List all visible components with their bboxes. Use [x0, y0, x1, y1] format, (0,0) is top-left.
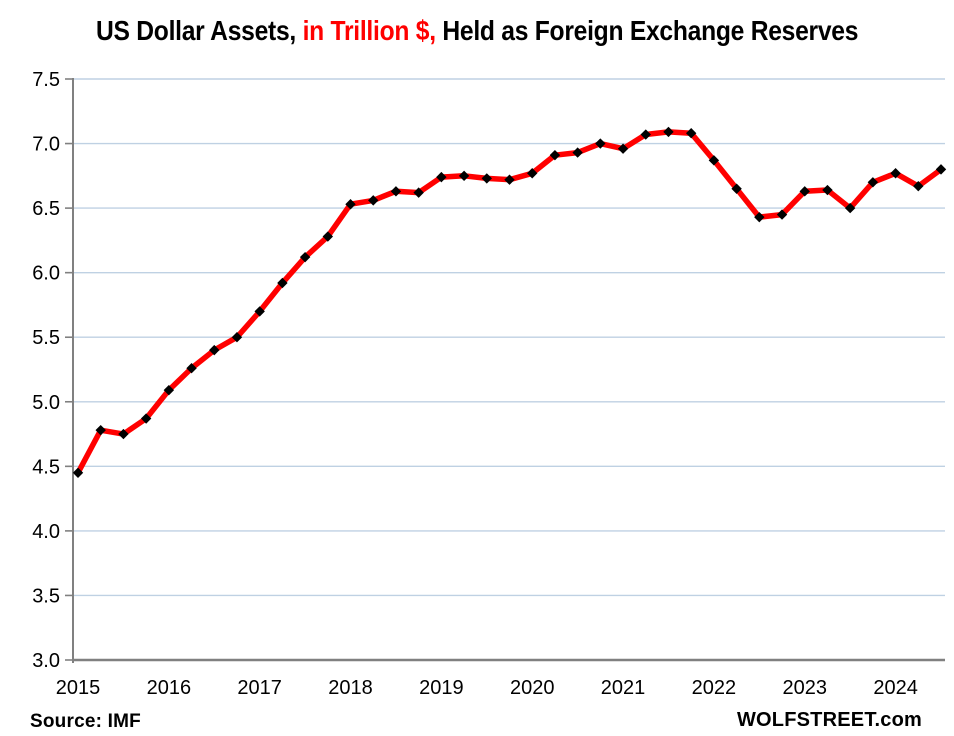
x-tick-label: 2015: [56, 677, 101, 699]
data-point-marker: [663, 126, 674, 138]
data-point-marker: [186, 363, 197, 374]
x-tick-label: 2016: [147, 677, 192, 699]
data-point-marker: [890, 168, 901, 179]
chart-title-text: US Dollar Assets, in Trillion $, Held as…: [95, 15, 859, 47]
data-point-marker: [595, 138, 606, 149]
data-point-marker: [95, 424, 106, 436]
data-point-marker: [481, 173, 492, 184]
chart-title: US Dollar Assets, in Trillion $, Held as…: [0, 15, 954, 47]
data-point-marker: [617, 143, 629, 154]
data-point-marker: [935, 164, 947, 175]
data-point-marker: [322, 231, 334, 242]
data-point-marker: [844, 202, 856, 214]
y-tick-label: 5.0: [32, 392, 60, 414]
data-point-marker: [549, 149, 561, 161]
data-point-marker: [913, 180, 924, 192]
data-point-marker: [140, 413, 152, 424]
data-point-marker: [254, 306, 265, 317]
data-point-marker: [504, 174, 515, 185]
data-point-marker: [118, 428, 129, 440]
data-point-marker: [436, 171, 447, 183]
data-point-marker: [390, 186, 402, 197]
title-segment-accent: in Trillion $,: [302, 15, 443, 46]
x-tick-label: 2019: [419, 677, 464, 699]
x-tick-label: 2023: [782, 677, 827, 699]
data-point-marker: [776, 209, 788, 220]
y-tick-label: 4.5: [32, 456, 60, 478]
data-point-marker: [72, 467, 84, 478]
data-point-marker: [209, 344, 220, 356]
data-point-marker: [345, 199, 356, 210]
data-point-marker: [867, 177, 879, 188]
title-segment-1: US Dollar Assets,: [95, 15, 303, 46]
data-point-marker: [163, 384, 175, 396]
data-point-marker: [685, 128, 697, 139]
data-point-marker: [754, 211, 765, 223]
data-point-marker: [799, 186, 810, 197]
x-tick-label: 2024: [873, 677, 918, 699]
data-point-marker: [527, 168, 538, 179]
data-point-marker: [708, 155, 720, 166]
data-point-marker: [731, 183, 742, 194]
data-point-marker: [299, 251, 311, 263]
title-segment-2: Held as Foreign Exchange Reserves: [442, 15, 859, 46]
data-point-marker: [458, 170, 470, 182]
x-tick-label: 2022: [692, 677, 737, 699]
data-point-marker: [413, 187, 424, 198]
y-tick-label: 3.0: [32, 650, 60, 672]
data-point-marker: [572, 147, 583, 158]
x-tick-label: 2020: [510, 677, 555, 699]
y-tick-label: 3.5: [32, 585, 60, 607]
x-tick-label: 2017: [237, 677, 282, 699]
data-point-marker: [822, 184, 833, 196]
x-tick-label: 2018: [328, 677, 373, 699]
y-tick-label: 7.0: [32, 134, 60, 156]
x-tick-label: 2021: [601, 677, 646, 699]
data-point-marker: [277, 277, 288, 289]
data-point-marker: [368, 195, 379, 206]
y-tick-label: 6.5: [32, 198, 60, 220]
wolfstreet-branding: WOLFSTREET.com: [736, 709, 922, 731]
y-tick-label: 7.5: [32, 69, 60, 91]
data-point-marker: [640, 129, 651, 140]
source-label: Source: IMF: [30, 711, 141, 732]
data-point-marker: [231, 332, 243, 343]
y-tick-label: 5.5: [32, 327, 60, 349]
y-tick-label: 4.0: [32, 521, 60, 543]
y-tick-label: 6.0: [32, 263, 60, 285]
